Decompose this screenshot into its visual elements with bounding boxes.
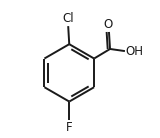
Text: F: F <box>66 121 73 134</box>
Text: OH: OH <box>125 45 144 58</box>
Text: O: O <box>103 18 112 31</box>
Text: Cl: Cl <box>62 12 74 25</box>
